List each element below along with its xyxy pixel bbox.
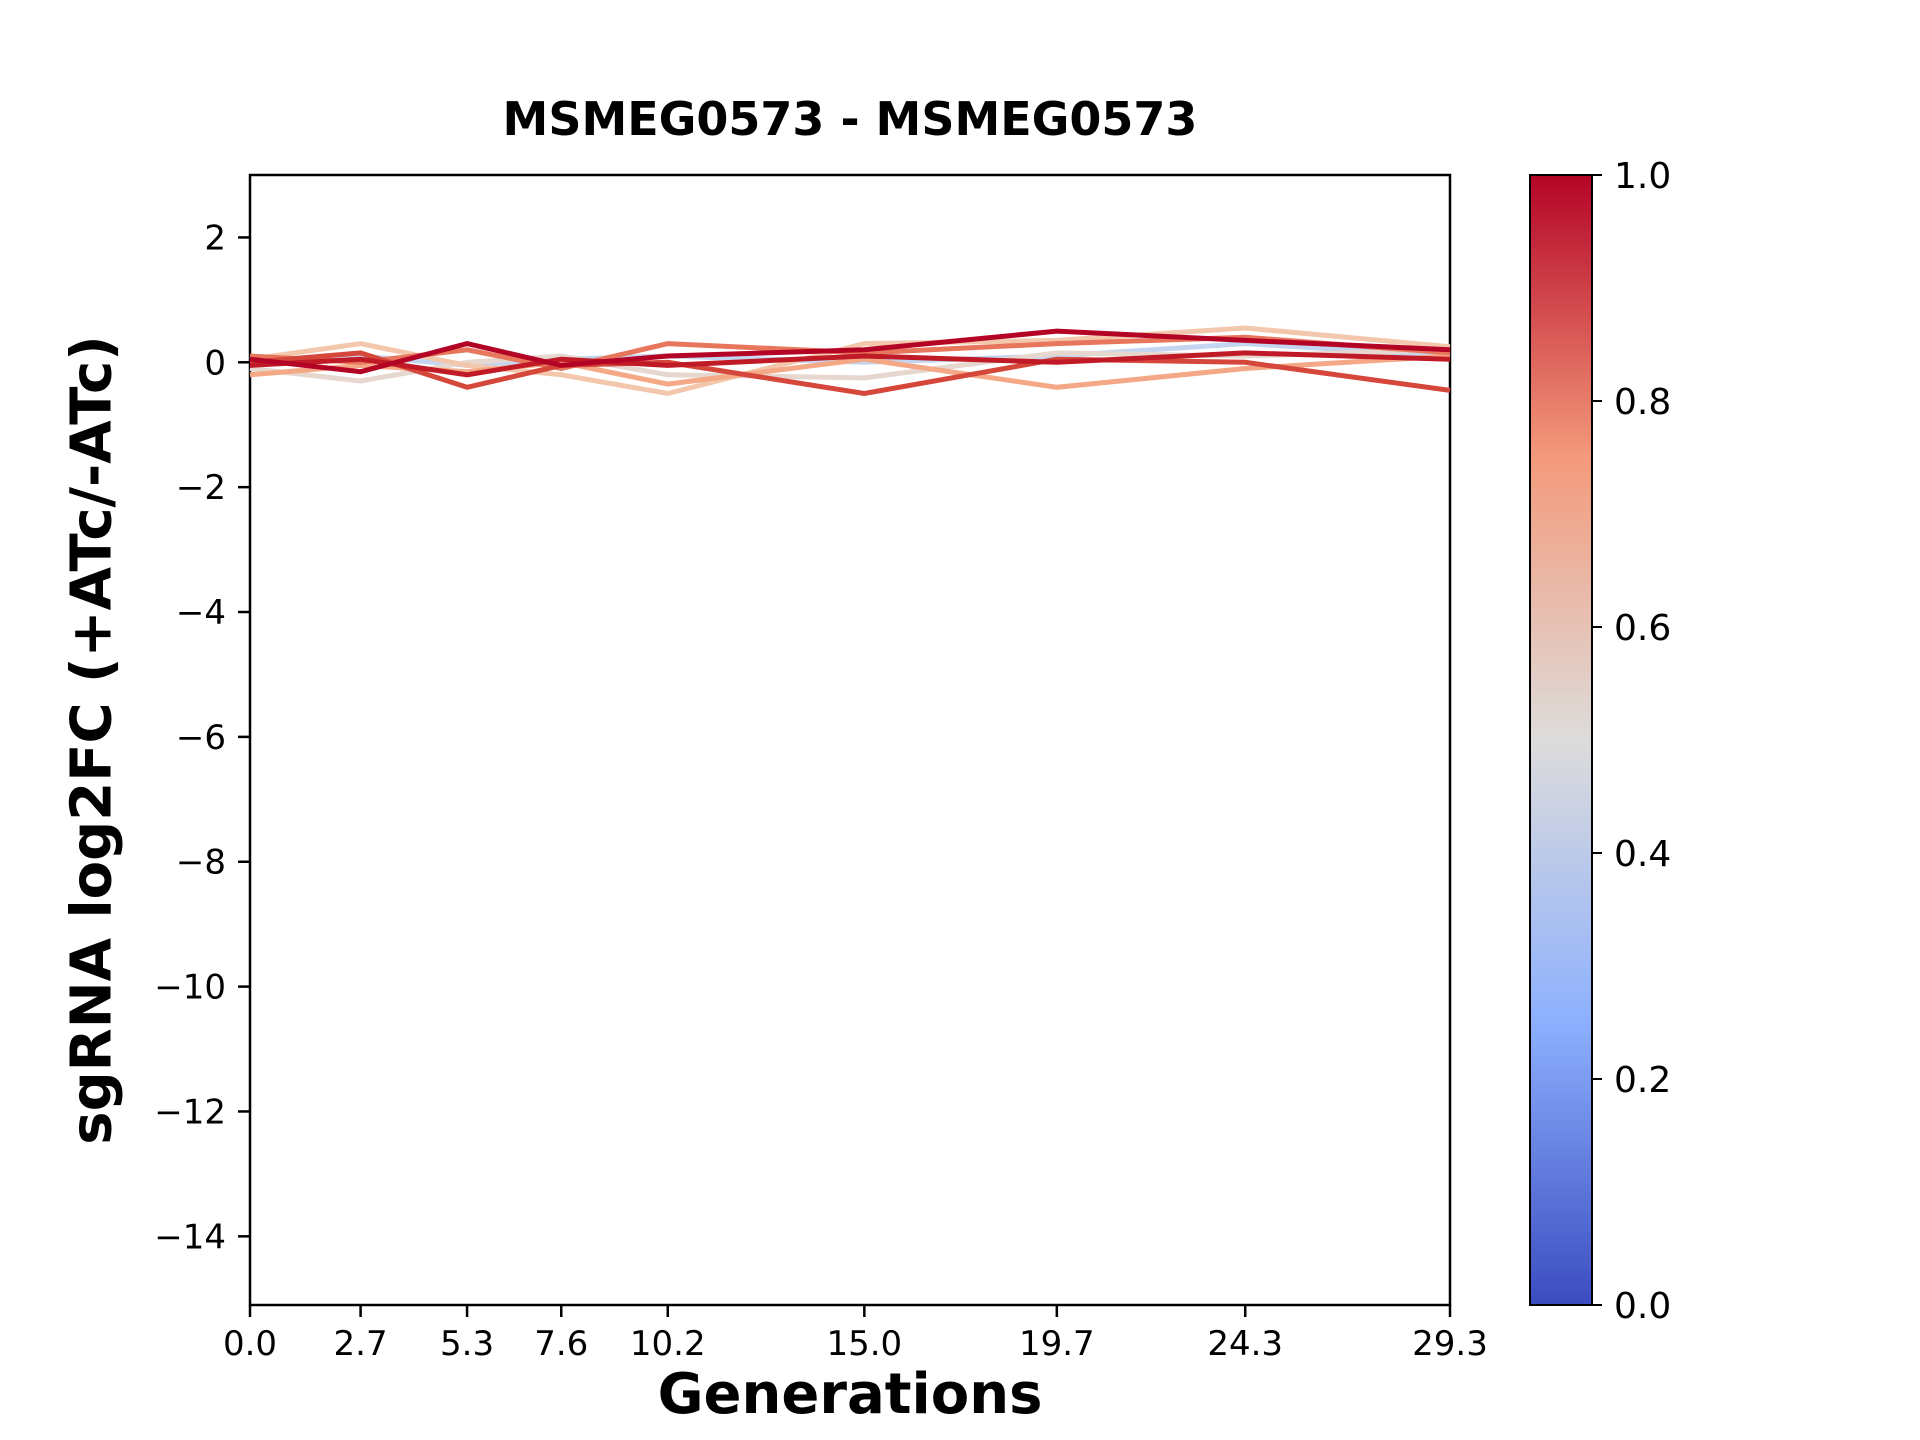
colorbar-tick-label: 0.2 bbox=[1614, 1060, 1671, 1101]
colorbar-tick-label: 0.0 bbox=[1614, 1286, 1671, 1327]
x-tick-label: 5.3 bbox=[440, 1324, 494, 1364]
x-tick-label: 2.7 bbox=[334, 1324, 388, 1364]
y-tick-label: −12 bbox=[154, 1092, 226, 1132]
x-tick-label: 0.0 bbox=[223, 1324, 277, 1364]
x-tick-label: 29.3 bbox=[1412, 1324, 1488, 1364]
series-line bbox=[249, 328, 1451, 375]
colorbar-tick-label: 0.4 bbox=[1614, 834, 1671, 875]
y-tick-label: −8 bbox=[176, 843, 226, 883]
x-axis-label: Generations bbox=[657, 1362, 1043, 1427]
x-tick-label: 24.3 bbox=[1207, 1324, 1283, 1364]
y-tick-label: −14 bbox=[154, 1217, 226, 1257]
colorbar-gradient bbox=[1529, 174, 1593, 1306]
series-line bbox=[249, 353, 1451, 390]
y-tick-label: 2 bbox=[204, 218, 226, 258]
y-tick-label: −6 bbox=[176, 718, 226, 758]
y-tick-label: −2 bbox=[176, 468, 226, 508]
y-tick-label: 0 bbox=[204, 343, 226, 383]
x-tick-label: 7.6 bbox=[534, 1324, 588, 1364]
x-tick-label: 19.7 bbox=[1019, 1324, 1095, 1364]
chart-title: MSMEG0573 - MSMEG0573 bbox=[502, 92, 1198, 146]
colorbar-tick-label: 1.0 bbox=[1614, 156, 1671, 197]
x-tick-label: 10.2 bbox=[630, 1324, 706, 1364]
y-tick-label: −10 bbox=[154, 968, 226, 1008]
colorbar-tick-label: 0.6 bbox=[1614, 608, 1671, 649]
x-tick-label: 15.0 bbox=[826, 1324, 902, 1364]
y-tick-label: −4 bbox=[176, 593, 226, 633]
series-line bbox=[249, 325, 1451, 397]
colorbar-tick-label: 0.8 bbox=[1614, 382, 1671, 423]
